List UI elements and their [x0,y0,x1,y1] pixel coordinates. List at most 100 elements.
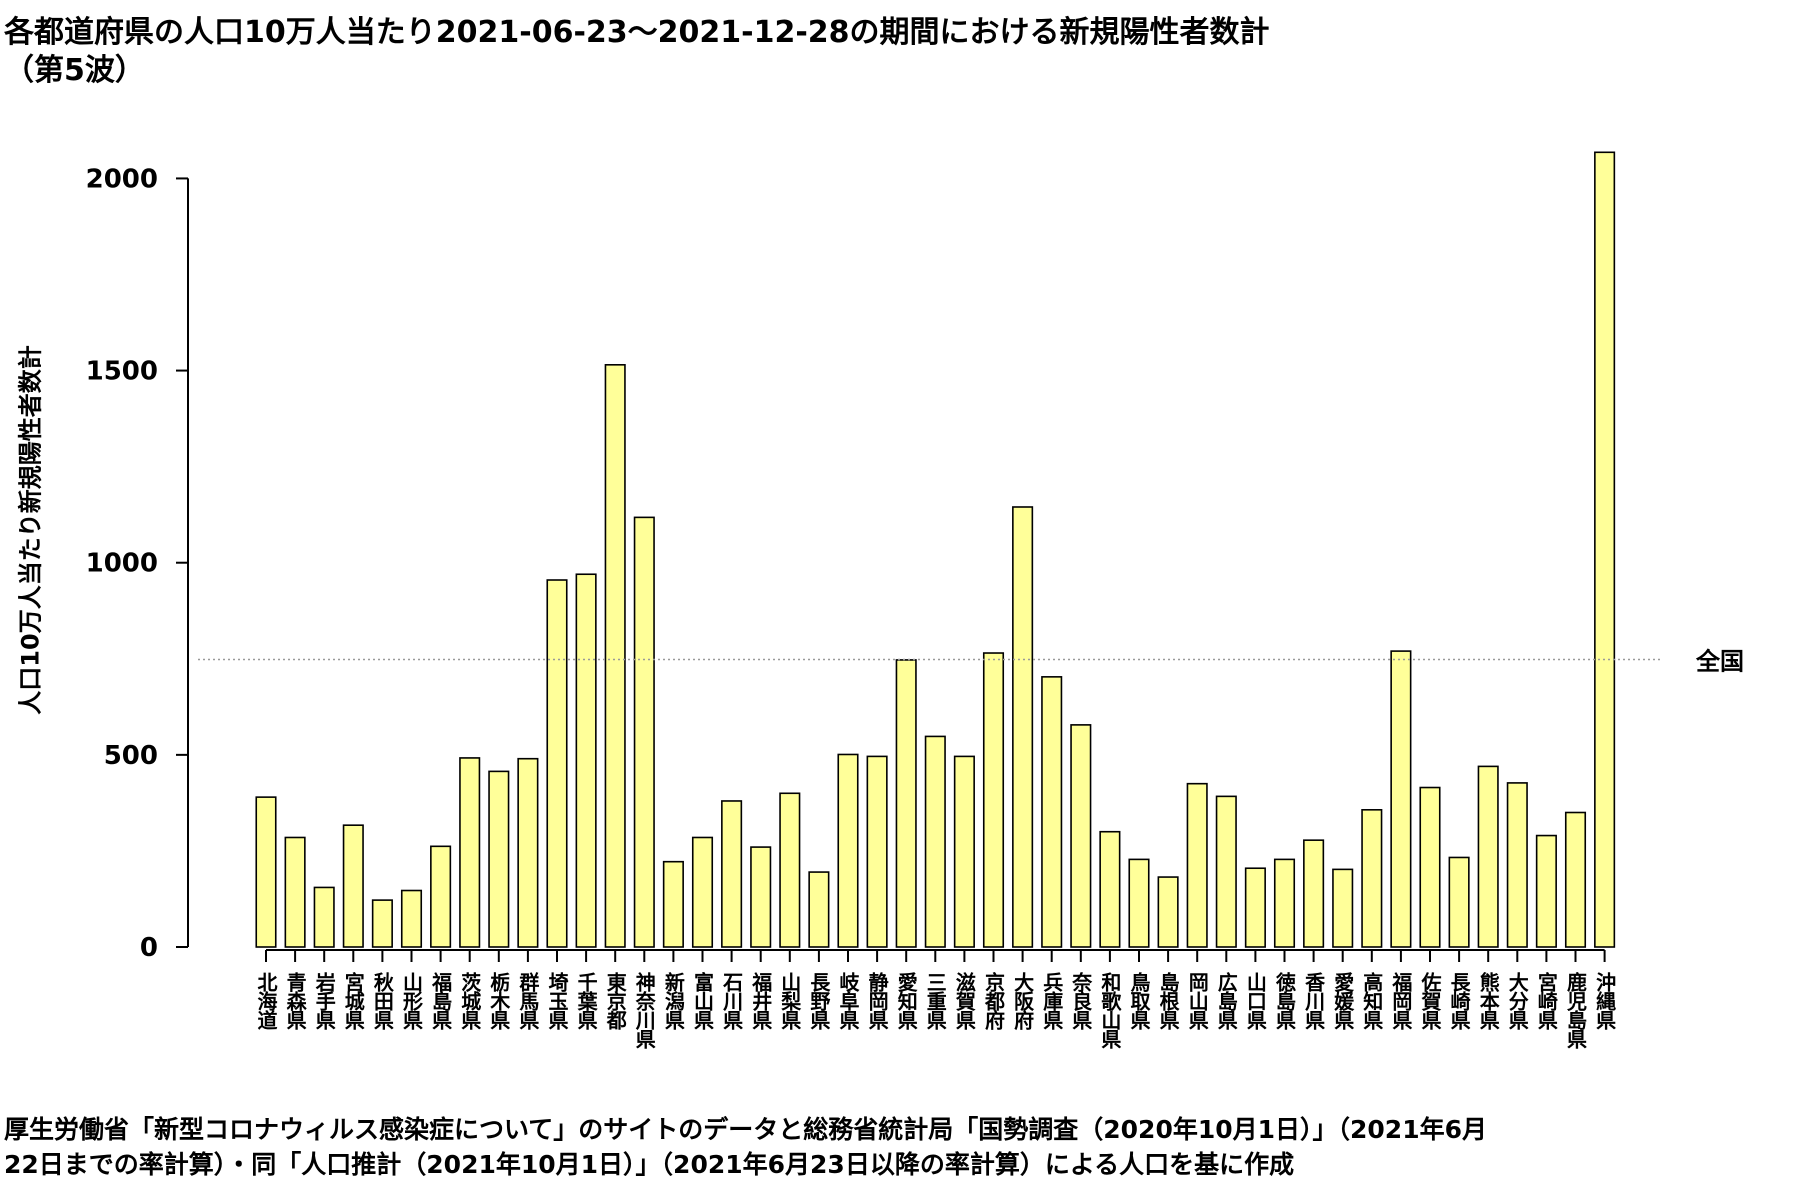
x-tick-label: 京都府 [982,971,1006,1031]
bar-香川県 [1303,839,1325,948]
x-tick-label: 長崎県 [1447,972,1471,1030]
bar-秋田県 [371,899,393,948]
x-tick-label: 山梨県 [778,972,802,1030]
bar-三重県 [924,735,946,948]
x-tick-label: 島根県 [1156,971,1180,1030]
x-tick-label: 東京都 [603,972,627,1031]
source-note: 厚生労働省「新型コロナウィルス感染症について」のサイトのデータと総務省統計局「国… [4,1112,1487,1182]
bar-徳島県 [1273,858,1296,948]
x-tick-label: 大分県 [1505,972,1529,1030]
x-tick-label: 秋田県 [370,972,394,1030]
bars [255,151,1616,948]
x-tick-label: 宮崎県 [1534,971,1558,1030]
x-tick-label: 群馬県 [516,971,540,1030]
x-tick-label: 奈良県 [1069,971,1093,1030]
x-tick-label: 栃木県 [487,971,511,1030]
x-axis: 北海道 青森県 岩手県 宮城県 秋田県 山形県 福島県 茨城県 栃木県 群馬県 埼玉県 千葉県 東京都神… [254,949,1617,1049]
x-tick-label: 徳島県 [1273,971,1297,1030]
national-average-label: 全国 [1695,648,1744,676]
x-tick-label: 宮城県 [341,971,365,1030]
x-tick-label: 新潟県 [661,971,685,1030]
bar-岩手県 [313,886,335,948]
x-tick-label: 北海道 [254,972,278,1030]
x-tick-label: 三重県 [923,972,947,1030]
x-tick-label: 埼玉県 [545,971,569,1030]
chart-title-line2: （第5波） [4,52,145,88]
bar-鹿児島県 [1564,811,1587,948]
chart-title: 各都道府県の人口10万人当たり2021-06-23〜2021-12-28の期間に… [4,14,1270,89]
chart-title-line1: 各都道府県の人口10万人当たり2021-06-23〜2021-12-28の期間に… [4,15,1270,50]
bar-岡山県 [1186,782,1208,948]
bar-長野県 [808,871,830,948]
y-axis: 0 500 1000 1500 2000 [86,164,189,963]
x-tick-label: 青森県 [283,972,307,1030]
x-tick-label: 香川県 [1302,972,1326,1030]
bar-大阪府 [1012,506,1034,948]
x-tick-label: 千葉県 [574,972,598,1030]
source-note-line2: 22日までの率計算）・同「人口推計（2021年10月1日）」（2021年6月23… [4,1150,1295,1179]
x-tick-label: 沖縄県 [1593,972,1617,1030]
bar-山口県 [1244,867,1266,948]
x-tick-label: 熊本県 [1476,971,1500,1030]
bar-富山県 [691,836,714,948]
bar-福岡県 [1390,650,1412,948]
x-tick-label: 静岡県 [865,971,889,1030]
bar-京都府 [982,652,1005,948]
x-tick-label: 富山県 [691,971,715,1030]
bar-岐阜県 [837,753,859,948]
bar-福井県 [750,846,772,948]
x-tick-label: 神奈川県 [632,971,656,1049]
bar-高知県 [1361,809,1383,948]
x-tick-label: 岡山県 [1185,972,1209,1030]
x-tick-label: 滋賀県 [952,971,976,1030]
bar-北海道 [255,796,277,948]
bar-愛知県 [895,659,917,948]
bar-奈良県 [1070,724,1092,948]
bar-兵庫県 [1041,676,1063,948]
x-tick-label: 岩手県 [312,972,336,1030]
bar-熊本県 [1477,765,1499,948]
bar-栃木県 [488,770,510,948]
x-tick-label: 福岡県 [1389,972,1413,1030]
reference-line: 全国 [198,648,1744,676]
x-tick-label: 高知県 [1360,971,1384,1030]
bar-沖縄県 [1594,151,1616,948]
x-tick-label: 山形県 [400,972,424,1030]
bar-山形県 [400,889,423,948]
bar-滋賀県 [953,755,975,948]
x-tick-label: 佐賀県 [1418,971,1442,1030]
x-tick-label: 愛知県 [894,972,918,1030]
source-note-line1: 厚生労働省「新型コロナウィルス感染症について」のサイトのデータと総務省統計局「国… [4,1115,1487,1144]
bar-福島県 [430,845,452,948]
bar-愛媛県 [1332,868,1354,948]
x-tick-label: 岐阜県 [836,971,860,1030]
x-tick-label: 広島県 [1214,971,1238,1030]
bar-青森県 [284,836,306,948]
bar-鳥取県 [1128,858,1150,948]
y-tick-label: 500 [104,741,158,771]
x-tick-label: 鳥取県 [1127,971,1151,1030]
x-tick-label: 石川県 [720,972,744,1030]
bar-長崎県 [1448,856,1470,948]
y-tick-label: 2000 [86,164,158,194]
y-tick-label: 1000 [86,549,158,579]
bar-群馬県 [517,757,539,948]
bar-宮城県 [342,824,364,948]
x-tick-label: 福井県 [749,972,773,1030]
bar-茨城県 [459,757,481,948]
bar-和歌山県 [1099,830,1121,948]
bar-大分県 [1506,782,1528,948]
bar-神奈川県 [633,516,655,948]
x-tick-label: 鹿児島県 [1564,971,1588,1049]
bar-広島県 [1215,795,1237,948]
x-tick-label: 愛媛県 [1331,972,1355,1030]
bar-新潟県 [662,860,684,948]
x-tick-label: 長野県 [807,972,831,1030]
x-tick-label: 兵庫県 [1040,972,1064,1030]
bar-宮崎県 [1535,834,1557,948]
y-tick-label: 0 [140,933,158,963]
bar-千葉県 [575,573,597,948]
bar-島根県 [1157,876,1179,948]
bar-東京都 [604,364,626,948]
